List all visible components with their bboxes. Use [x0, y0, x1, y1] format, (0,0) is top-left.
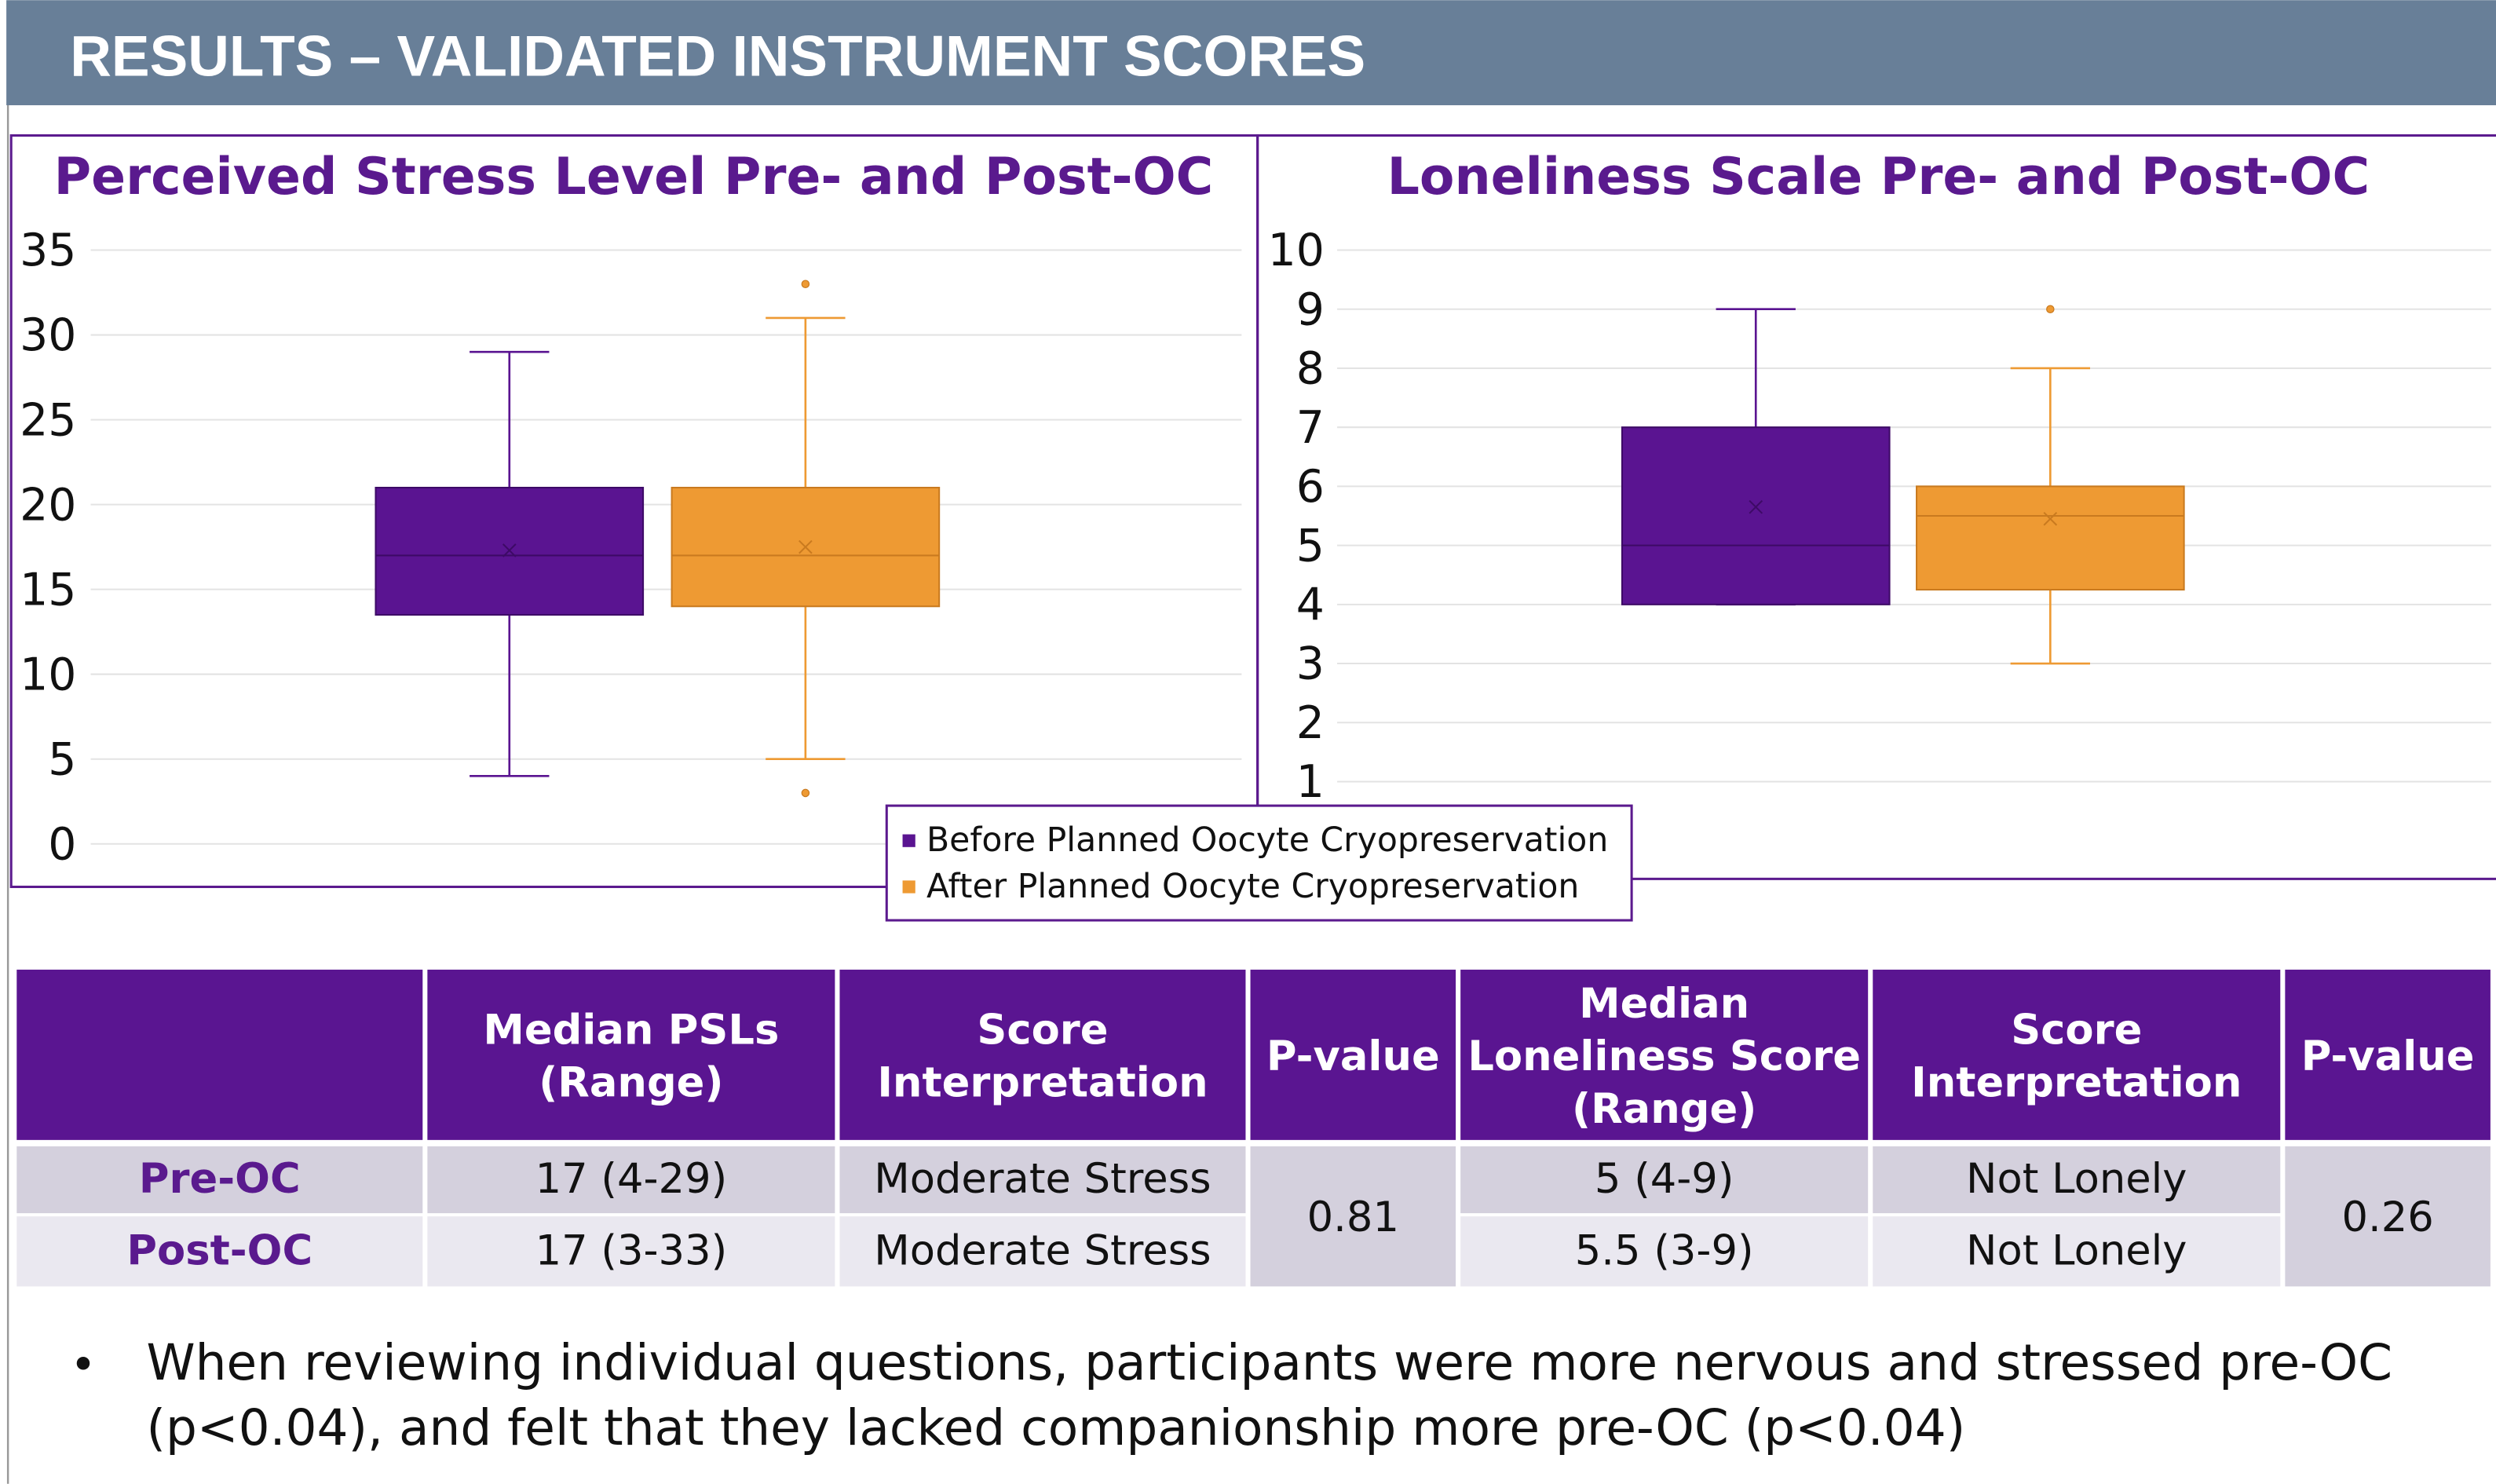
- bullet-symbol: •: [70, 1339, 96, 1391]
- table-cell: [1460, 969, 1869, 1140]
- box: [375, 487, 645, 616]
- table-cell: [427, 969, 835, 1140]
- legend-label: After Planned Oocyte Cryopreservation: [926, 867, 1579, 906]
- legend-swatch: [902, 834, 915, 847]
- legend: Before Planned Oocyte Cryopreservation Af…: [885, 804, 1633, 922]
- table-cell: [839, 1146, 1246, 1214]
- table-cell: [1460, 1146, 1869, 1214]
- y-tick-label: 6: [1296, 461, 1325, 513]
- table-value: Moderate Stress: [874, 1226, 1211, 1274]
- column-header: Median: [1579, 980, 1749, 1028]
- p-value: 0.81: [1307, 1193, 1399, 1241]
- table-cell: [2285, 1146, 2491, 1287]
- table-cell: [427, 1146, 835, 1214]
- table-value: Not Lonely: [1966, 1226, 2187, 1274]
- column-header: Score: [2011, 1007, 2142, 1055]
- table-cell: [16, 1146, 423, 1214]
- y-tick-label: 8: [1296, 343, 1325, 395]
- y-tick-label: 20: [20, 479, 76, 531]
- charts: Perceived Stress Level Pre- and Post-OC 0…: [20, 148, 2491, 870]
- row-label: Post-OC: [126, 1226, 312, 1274]
- outlier: [801, 280, 810, 289]
- table-value: Moderate Stress: [874, 1155, 1211, 1203]
- y-tick-label: 9: [1296, 283, 1325, 335]
- table-cell: [1460, 1216, 1869, 1287]
- y-tick-label: 5: [1296, 520, 1325, 572]
- legend-label: Before Planned Oocyte Cryopreservation: [926, 821, 1608, 860]
- box: [1916, 485, 2185, 591]
- outlier: [801, 788, 810, 798]
- header-bar: [6, 0, 2496, 106]
- y-tick-label: 30: [20, 309, 76, 361]
- table-cell: [427, 1216, 835, 1287]
- table-cell: [1873, 969, 2281, 1140]
- table-cell: [1873, 1216, 2281, 1287]
- y-tick-label: 35: [20, 225, 76, 276]
- mean-marker: [502, 543, 517, 557]
- column-header: Score: [977, 1007, 1108, 1055]
- table-cell: [1250, 969, 1456, 1140]
- table: Median PSLs(Range)ScoreInterpretationP-v…: [16, 969, 2491, 1287]
- column-header: Interpretation: [1911, 1059, 2242, 1107]
- y-tick-label: 10: [1268, 225, 1325, 276]
- chart-title: Loneliness Scale Pre- and Post-OC: [1387, 148, 2370, 207]
- y-tick-label: 2: [1296, 697, 1325, 749]
- bullet-text: (p<0.04), and felt that they lacked comp…: [147, 1399, 1966, 1457]
- y-tick-label: 5: [48, 733, 76, 785]
- table-value: 5 (4-9): [1595, 1155, 1734, 1203]
- column-header: Loneliness Score: [1467, 1033, 1861, 1080]
- column-header: P-value: [1266, 1033, 1440, 1080]
- bullet-list: • When reviewing individual questions, pa…: [70, 1334, 2392, 1457]
- table-cell: [16, 1216, 423, 1287]
- y-tick-label: 4: [1296, 579, 1325, 631]
- legend-box: [885, 804, 1633, 922]
- outlier: [2046, 305, 2055, 314]
- column-header: (Range): [539, 1059, 723, 1107]
- table-cell: [839, 969, 1246, 1140]
- y-tick-label: 25: [20, 394, 76, 446]
- y-tick-label: 0: [48, 818, 76, 870]
- p-value: 0.26: [2341, 1193, 2433, 1241]
- table-value: 17 (3-33): [535, 1226, 728, 1274]
- table-value: Not Lonely: [1966, 1155, 2187, 1203]
- chart-frame: [1256, 134, 2496, 880]
- column-header: P-value: [2301, 1033, 2475, 1080]
- legend-swatch: [902, 880, 915, 894]
- table-cell: [2285, 969, 2491, 1140]
- column-header: (Range): [1572, 1085, 1756, 1133]
- row-label: Pre-OC: [139, 1155, 301, 1203]
- table-cell: [839, 1216, 1246, 1287]
- mean-marker: [1749, 499, 1763, 514]
- box: [1621, 426, 1891, 605]
- mean-marker: [2043, 511, 2058, 526]
- chart-title: Perceived Stress Level Pre- and Post-OC: [54, 148, 1214, 207]
- y-tick-label: 3: [1296, 638, 1325, 690]
- y-tick-label: 15: [20, 564, 76, 616]
- column-header: Interpretation: [877, 1059, 1208, 1107]
- y-tick-label: 10: [20, 649, 76, 700]
- mean-marker: [799, 539, 813, 554]
- table-cell: [16, 969, 423, 1140]
- table-cell: [1873, 1146, 2281, 1214]
- table-value: 5.5 (3-9): [1575, 1226, 1754, 1274]
- bullet-text: When reviewing individual questions, par…: [147, 1334, 2392, 1391]
- y-tick-label: 1: [1296, 756, 1325, 808]
- header-title: RESULTS – VALIDATED INSTRUMENT SCORES: [70, 25, 1365, 89]
- column-header: Median PSLs: [483, 1007, 779, 1055]
- y-tick-label: 7: [1296, 402, 1325, 454]
- table-value: 17 (4-29): [535, 1155, 728, 1203]
- table-cell: [1250, 1146, 1456, 1287]
